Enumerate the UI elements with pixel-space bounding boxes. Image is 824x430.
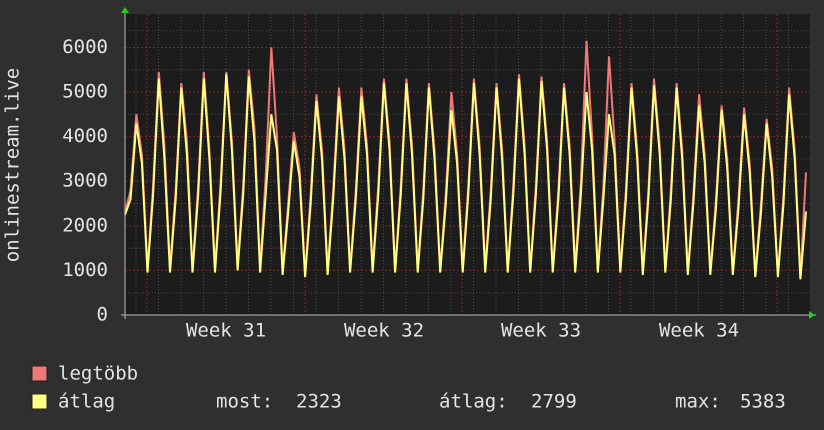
stat-label: átlag: [439,391,508,413]
y-tick-label: 2000 [62,214,108,236]
legend-swatch [31,365,48,382]
legend-label: átlag [58,391,115,413]
legend-label: legtöbb [58,363,138,385]
stat-label: max: [675,391,721,413]
y-tick-label: 4000 [62,125,108,147]
axis-arrow [121,7,129,13]
x-tick-label: Week 34 [659,320,739,342]
x-tick-label: Week 33 [501,320,581,342]
y-tick-label: 3000 [62,170,108,192]
series-line [124,74,807,280]
y-tick-label: 0 [97,304,108,326]
y-axis-title: onlinestream.live [2,68,24,262]
axis-arrow [809,311,815,319]
stat-value: 5383 [740,391,786,413]
y-tick-label: 5000 [62,81,108,103]
y-tick-label: 6000 [62,36,108,58]
plot-area [125,14,810,315]
stat-label: most: [216,391,273,413]
stat-value: 2323 [296,391,342,413]
x-tick-label: Week 31 [186,320,266,342]
y-tick-label: 1000 [62,259,108,281]
x-tick-label: Week 32 [344,320,424,342]
stat-value: 2799 [531,391,577,413]
legend-swatch [31,393,48,410]
